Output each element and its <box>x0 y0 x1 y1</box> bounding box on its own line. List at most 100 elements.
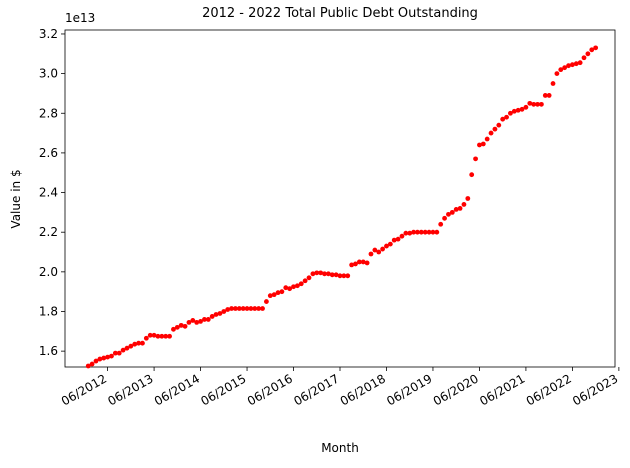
data-point <box>434 229 440 235</box>
data-point <box>569 62 575 68</box>
data-point <box>287 286 293 292</box>
data-point <box>333 272 339 278</box>
data-point <box>395 236 401 242</box>
data-point <box>360 259 366 265</box>
data-point <box>589 47 595 53</box>
chart-title: 2012 - 2022 Total Public Debt Outstandin… <box>202 6 478 21</box>
data-point <box>306 275 312 281</box>
data-point <box>535 101 540 107</box>
data-point <box>190 318 196 323</box>
data-point <box>101 355 107 361</box>
data-point <box>411 229 416 235</box>
x-tick-label: 06/2019 <box>384 371 434 408</box>
x-tick-label: 06/2014 <box>152 371 202 408</box>
data-point <box>221 309 227 314</box>
y-tick-label: 2.6 <box>39 146 58 160</box>
data-point <box>577 60 583 66</box>
data-point <box>500 116 506 122</box>
data-point <box>213 312 219 317</box>
data-point <box>593 45 599 51</box>
data-point <box>391 237 397 243</box>
data-point <box>171 326 176 332</box>
data-point <box>143 335 149 341</box>
data-point <box>252 306 258 311</box>
data-point <box>581 55 587 61</box>
data-point <box>260 306 265 311</box>
x-tick-label: 06/2023 <box>570 371 620 408</box>
data-point <box>271 292 277 298</box>
plot-frame <box>64 29 616 368</box>
y-offset-label: 1e13 <box>65 11 95 25</box>
data-point <box>132 341 138 347</box>
data-point <box>155 333 161 339</box>
data-point <box>457 206 463 211</box>
data-point <box>527 100 533 106</box>
data-point <box>89 361 95 367</box>
data-point <box>248 306 254 311</box>
data-point <box>318 270 324 276</box>
data-point <box>267 293 273 299</box>
data-point <box>198 319 203 324</box>
data-point <box>403 230 409 236</box>
y-tick-label: 2.2 <box>39 225 58 239</box>
data-point <box>85 363 91 369</box>
data-point <box>477 142 482 148</box>
data-point <box>124 345 130 351</box>
data-point <box>140 340 145 346</box>
data-point <box>329 272 335 278</box>
data-point <box>504 114 509 120</box>
data-point <box>291 284 296 290</box>
data-point <box>353 261 358 267</box>
y-tick-label: 2.4 <box>39 186 58 200</box>
data-point <box>449 209 455 215</box>
data-point <box>511 108 517 114</box>
data-point <box>283 285 289 291</box>
data-point <box>159 333 165 339</box>
data-point <box>484 136 490 142</box>
data-point <box>446 211 451 217</box>
data-point <box>368 251 374 257</box>
data-point <box>519 106 525 112</box>
data-point <box>209 314 215 319</box>
data-point <box>205 317 211 322</box>
x-axis-label: Month <box>321 441 359 455</box>
x-tick-label: 06/2012 <box>59 371 109 408</box>
data-point <box>546 93 552 98</box>
data-point <box>442 215 447 221</box>
data-point <box>480 141 486 147</box>
data-point <box>488 130 494 136</box>
x-tick-label: 06/2022 <box>524 371 574 408</box>
data-point <box>418 229 424 235</box>
data-point <box>97 356 103 362</box>
data-point <box>151 332 157 338</box>
data-point <box>178 322 184 328</box>
data-point <box>163 333 169 339</box>
data-point <box>194 319 200 325</box>
data-point <box>167 333 172 339</box>
data-point <box>376 249 382 255</box>
data-point <box>430 229 436 235</box>
data-point <box>438 221 444 227</box>
data-point <box>279 289 285 295</box>
data-point <box>310 271 316 277</box>
data-point <box>349 262 355 268</box>
data-point <box>147 332 153 338</box>
y-tick-label: 2.8 <box>39 106 58 120</box>
data-point <box>558 67 564 73</box>
data-point <box>120 347 126 353</box>
data-point <box>314 270 320 276</box>
data-point <box>515 107 521 113</box>
y-tick-label: 3.0 <box>39 67 58 81</box>
data-point <box>356 259 362 265</box>
data-point <box>105 354 111 360</box>
data-point <box>217 311 223 316</box>
data-point <box>539 101 544 107</box>
data-point <box>128 343 134 349</box>
data-point <box>566 63 571 69</box>
x-tick-label: 06/2020 <box>431 371 481 408</box>
y-tick-label: 3.2 <box>39 27 58 41</box>
data-point <box>186 319 192 325</box>
data-point <box>473 156 478 162</box>
data-point <box>294 283 300 289</box>
